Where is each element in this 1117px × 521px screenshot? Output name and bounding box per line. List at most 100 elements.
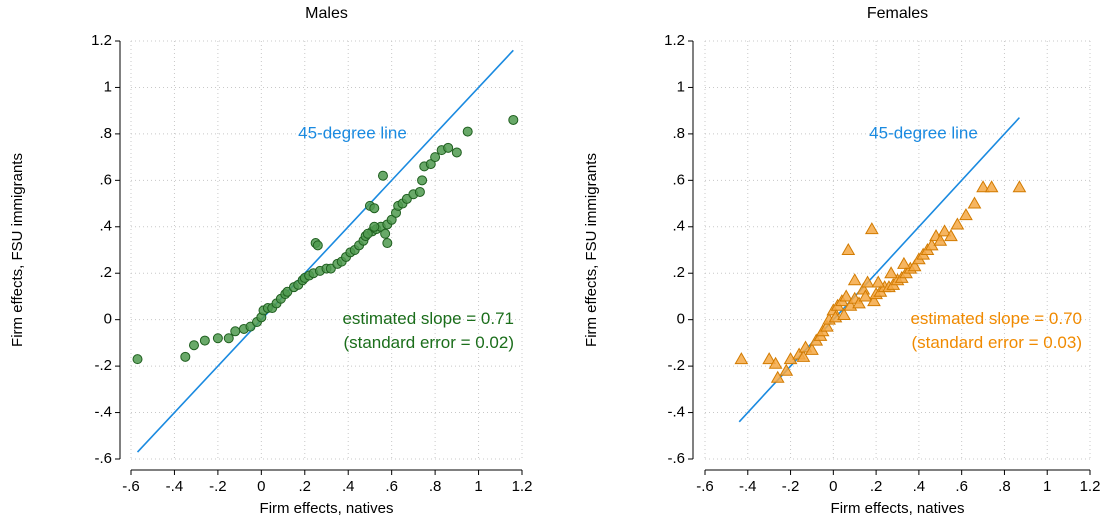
x-tick-label: -.4: [166, 478, 184, 495]
point: [959, 208, 973, 221]
point: [796, 349, 811, 362]
x-tick-label: -.2: [782, 478, 800, 495]
annotation: (standard error = 0.02): [343, 333, 514, 352]
point: [230, 326, 241, 337]
y-tick-label: -.2: [94, 357, 112, 374]
y-tick-label: .8: [672, 125, 685, 142]
point: [430, 152, 441, 163]
point: [884, 266, 898, 279]
point: [864, 222, 879, 235]
x-axis-label: Firm effects, natives: [831, 500, 965, 517]
point: [762, 352, 777, 365]
x-axis-label: Firm effects, natives: [260, 500, 394, 517]
point: [967, 196, 982, 209]
point: [369, 221, 380, 232]
point: [984, 180, 999, 193]
point: [212, 333, 223, 344]
reference-line: [136, 49, 514, 453]
x-tick-label: 1: [1043, 478, 1051, 495]
panel-title: Females: [867, 5, 928, 22]
x-tick-label: .2: [299, 478, 312, 495]
point: [223, 333, 234, 344]
y-axis-label: Firm effects, FSU immigrants: [583, 153, 600, 347]
y-tick-label: -.4: [667, 404, 685, 421]
point: [180, 351, 191, 362]
point: [312, 240, 323, 251]
point: [867, 294, 881, 307]
point: [933, 233, 948, 246]
x-tick-label: .8: [429, 478, 442, 495]
point: [451, 147, 462, 158]
point: [860, 275, 875, 288]
y-tick-label: -.2: [667, 357, 685, 374]
x-tick-label: -.6: [122, 478, 140, 495]
point: [369, 203, 380, 214]
x-tick-label: 1: [474, 478, 482, 495]
reference-line-label: 45-degree line: [869, 123, 978, 142]
x-tick-label: .6: [955, 478, 968, 495]
y-tick-label: .4: [99, 218, 112, 235]
x-tick-label: .6: [385, 478, 398, 495]
point: [462, 126, 473, 137]
point: [417, 175, 428, 186]
x-tick-label: 0: [257, 478, 265, 495]
y-tick-label: -.6: [94, 450, 112, 467]
x-tick-label: .2: [870, 478, 883, 495]
panel-title: Males: [305, 5, 348, 22]
point: [414, 186, 425, 197]
x-tick-label: -.6: [696, 478, 714, 495]
y-axis-label: Firm effects, FSU immigrants: [9, 153, 26, 347]
y-tick-label: .8: [99, 125, 112, 142]
point: [871, 275, 886, 288]
point: [897, 256, 911, 269]
y-tick-label: .4: [672, 218, 685, 235]
y-tick-label: 0: [104, 311, 112, 328]
x-tick-label: .4: [342, 478, 355, 495]
point: [847, 273, 862, 286]
point: [734, 352, 749, 365]
point: [508, 114, 519, 125]
x-tick-label: 1.2: [512, 478, 533, 495]
point: [443, 142, 454, 153]
point: [188, 340, 199, 351]
x-tick-label: 0: [829, 478, 837, 495]
y-tick-label: .2: [99, 264, 112, 281]
y-tick-label: .2: [672, 264, 685, 281]
y-tick-label: .6: [99, 171, 112, 188]
x-tick-label: .4: [913, 478, 926, 495]
point: [380, 228, 391, 239]
point: [362, 228, 373, 239]
reference-line-label: 45-degree line: [298, 123, 407, 142]
x-tick-label: 1.2: [1080, 478, 1101, 495]
point: [839, 289, 854, 302]
y-tick-label: 1.2: [664, 32, 685, 49]
point: [858, 289, 873, 302]
x-tick-label: .8: [998, 478, 1011, 495]
point: [768, 356, 783, 369]
point: [852, 296, 866, 309]
y-tick-label: 1.2: [91, 32, 112, 49]
point: [841, 242, 856, 255]
point: [382, 238, 393, 249]
point: [950, 217, 965, 230]
y-tick-label: -.4: [94, 404, 112, 421]
point: [377, 170, 388, 181]
point: [199, 335, 210, 346]
y-tick-label: .6: [672, 171, 685, 188]
annotation: estimated slope = 0.71: [342, 309, 514, 328]
y-tick-label: -.6: [667, 450, 685, 467]
point: [976, 180, 990, 193]
point: [805, 342, 819, 355]
y-tick-label: 0: [677, 311, 685, 328]
y-tick-label: 1: [104, 78, 112, 95]
annotation: (standard error = 0.03): [911, 333, 1082, 352]
point: [132, 354, 143, 365]
point: [820, 319, 834, 332]
y-tick-label: 1: [677, 78, 685, 95]
x-tick-label: -.4: [739, 478, 757, 495]
point: [770, 370, 785, 383]
annotation: estimated slope = 0.70: [910, 309, 1082, 328]
point: [1012, 180, 1027, 193]
point: [779, 363, 794, 376]
